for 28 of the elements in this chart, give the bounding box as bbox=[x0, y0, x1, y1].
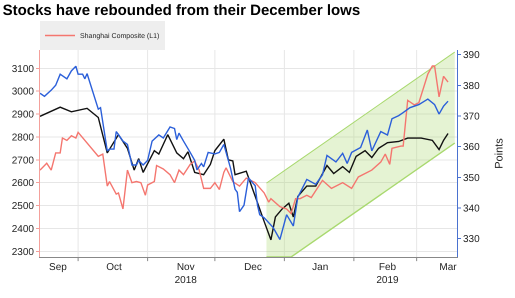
y-tick-label: 3100 bbox=[12, 64, 34, 75]
y-tick-label: 2500 bbox=[12, 201, 34, 212]
y2-tick-label: 350 bbox=[463, 172, 480, 184]
y2-tick-label: 380 bbox=[463, 80, 480, 92]
y-tick-label: 2900 bbox=[12, 110, 34, 121]
y-tick-label: 2600 bbox=[12, 178, 34, 190]
y2-tick-label: 370 bbox=[463, 111, 480, 122]
x-tick-label: Feb 2019 bbox=[376, 262, 400, 286]
line-series bbox=[40, 66, 449, 240]
y2-tick-label: 390 bbox=[463, 50, 480, 62]
y2-tick-label: 340 bbox=[463, 203, 480, 214]
x-tick-label: Mar bbox=[439, 262, 458, 273]
line-series bbox=[40, 106, 449, 241]
x-tick-label: Oct bbox=[106, 262, 122, 273]
x-tick-label: Sep bbox=[49, 262, 68, 273]
y2-tick-label: 360 bbox=[463, 142, 480, 154]
y2-axis-title: Points bbox=[493, 138, 506, 169]
y-tick-label: 2300 bbox=[12, 246, 34, 258]
y-tick-label: 2700 bbox=[12, 155, 34, 166]
y2-tick-label: 330 bbox=[463, 234, 480, 246]
chart-title: Stocks have rebounded from their December lows bbox=[2, 2, 360, 19]
y-tick-label: 2400 bbox=[12, 224, 34, 235]
x-tick-label: Dec bbox=[244, 262, 262, 273]
y-tick-label: 2800 bbox=[12, 132, 34, 144]
x-tick-label: Nov 2018 bbox=[174, 262, 198, 286]
y-tick-label: 3000 bbox=[12, 86, 34, 98]
line-series bbox=[40, 65, 449, 214]
x-tick-label: Jan bbox=[312, 262, 328, 273]
